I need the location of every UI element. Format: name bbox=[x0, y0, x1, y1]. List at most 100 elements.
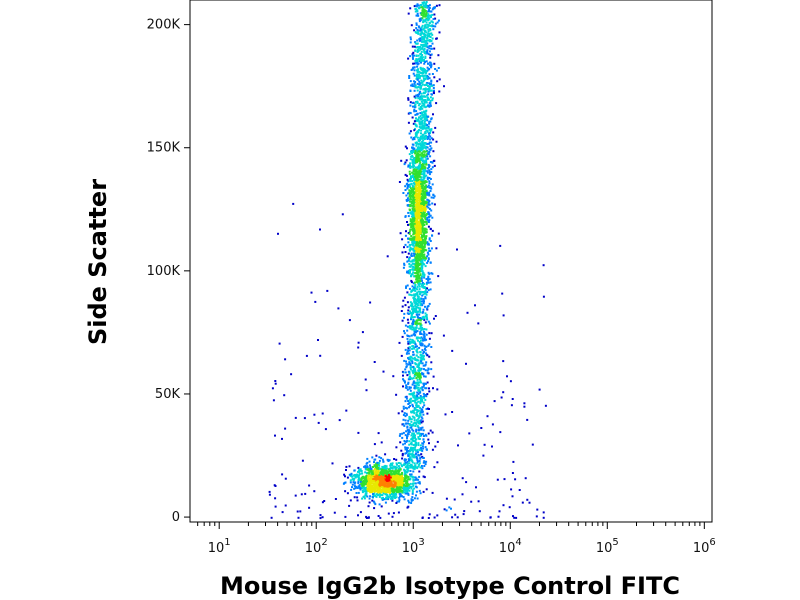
data-point bbox=[411, 432, 414, 435]
data-point bbox=[357, 491, 360, 494]
data-point bbox=[419, 225, 422, 228]
data-point bbox=[418, 60, 421, 63]
data-point bbox=[416, 205, 419, 208]
data-point bbox=[375, 478, 378, 481]
data-point bbox=[423, 435, 425, 437]
data-point bbox=[409, 378, 412, 381]
data-point bbox=[407, 382, 410, 385]
data-point bbox=[419, 210, 422, 213]
data-point bbox=[423, 192, 426, 195]
data-point bbox=[385, 487, 388, 490]
data-point bbox=[414, 372, 417, 375]
data-point bbox=[408, 153, 411, 156]
data-point bbox=[407, 487, 409, 489]
data-point bbox=[388, 485, 391, 488]
data-point bbox=[407, 400, 410, 402]
data-point bbox=[425, 21, 428, 24]
data-point bbox=[419, 107, 422, 110]
data-point bbox=[417, 400, 420, 403]
data-point bbox=[345, 465, 348, 468]
data-point bbox=[408, 454, 411, 457]
data-point bbox=[281, 473, 284, 476]
data-point bbox=[417, 300, 420, 303]
data-point bbox=[405, 365, 408, 368]
data-point bbox=[418, 460, 421, 462]
data-point bbox=[409, 238, 412, 241]
data-point bbox=[388, 470, 391, 472]
data-point bbox=[454, 513, 457, 516]
data-point bbox=[422, 202, 425, 205]
data-point bbox=[425, 76, 428, 79]
data-point bbox=[377, 487, 379, 490]
data-point bbox=[419, 232, 422, 235]
data-point bbox=[418, 250, 421, 253]
data-point bbox=[409, 36, 412, 39]
data-point bbox=[399, 441, 402, 444]
data-point bbox=[411, 160, 414, 163]
data-point bbox=[421, 104, 424, 107]
data-point bbox=[421, 267, 424, 270]
data-point bbox=[418, 163, 421, 166]
data-point bbox=[412, 395, 415, 398]
data-point bbox=[419, 492, 422, 495]
data-point bbox=[369, 474, 372, 477]
data-point bbox=[421, 417, 424, 420]
data-point bbox=[413, 250, 416, 253]
data-point bbox=[418, 188, 421, 191]
data-point bbox=[423, 171, 426, 174]
data-point bbox=[417, 454, 420, 457]
data-point bbox=[420, 43, 423, 46]
data-point bbox=[416, 459, 419, 462]
data-point bbox=[358, 478, 361, 481]
data-point bbox=[416, 269, 418, 272]
data-point bbox=[430, 16, 432, 18]
data-point bbox=[363, 477, 366, 480]
data-point bbox=[422, 251, 425, 254]
data-point bbox=[424, 200, 427, 203]
data-point bbox=[375, 485, 378, 488]
data-point bbox=[402, 488, 405, 490]
data-point bbox=[424, 19, 427, 22]
data-point bbox=[381, 479, 384, 482]
data-point bbox=[510, 488, 513, 491]
data-point bbox=[420, 156, 423, 159]
data-point bbox=[415, 452, 417, 455]
data-point bbox=[430, 141, 433, 144]
data-point bbox=[424, 147, 427, 150]
data-point bbox=[407, 180, 410, 183]
data-point bbox=[421, 517, 424, 519]
data-point bbox=[369, 478, 372, 481]
data-point bbox=[412, 365, 415, 368]
data-point bbox=[409, 164, 411, 167]
data-point bbox=[433, 159, 436, 162]
data-point bbox=[411, 83, 414, 86]
data-point bbox=[403, 332, 406, 335]
data-point bbox=[382, 476, 384, 479]
data-point bbox=[418, 102, 421, 105]
data-point bbox=[371, 480, 374, 482]
data-point bbox=[426, 291, 429, 294]
data-point bbox=[392, 486, 395, 489]
data-point bbox=[413, 29, 416, 32]
data-point bbox=[410, 397, 412, 400]
data-point bbox=[412, 165, 415, 168]
data-point bbox=[410, 441, 413, 444]
data-point bbox=[418, 221, 421, 224]
data-point bbox=[418, 73, 421, 76]
data-point bbox=[404, 484, 407, 487]
data-point bbox=[377, 488, 380, 491]
data-point bbox=[421, 122, 424, 125]
data-point bbox=[425, 15, 428, 17]
data-point bbox=[412, 353, 415, 356]
data-point bbox=[361, 331, 364, 334]
data-point bbox=[410, 294, 413, 297]
data-point bbox=[415, 267, 418, 270]
data-point bbox=[423, 273, 426, 276]
data-point bbox=[405, 385, 408, 388]
data-point bbox=[423, 74, 426, 77]
data-point bbox=[412, 217, 414, 220]
data-point bbox=[354, 481, 357, 484]
data-point bbox=[425, 1, 428, 3]
data-point bbox=[413, 440, 416, 443]
data-point bbox=[370, 467, 373, 470]
